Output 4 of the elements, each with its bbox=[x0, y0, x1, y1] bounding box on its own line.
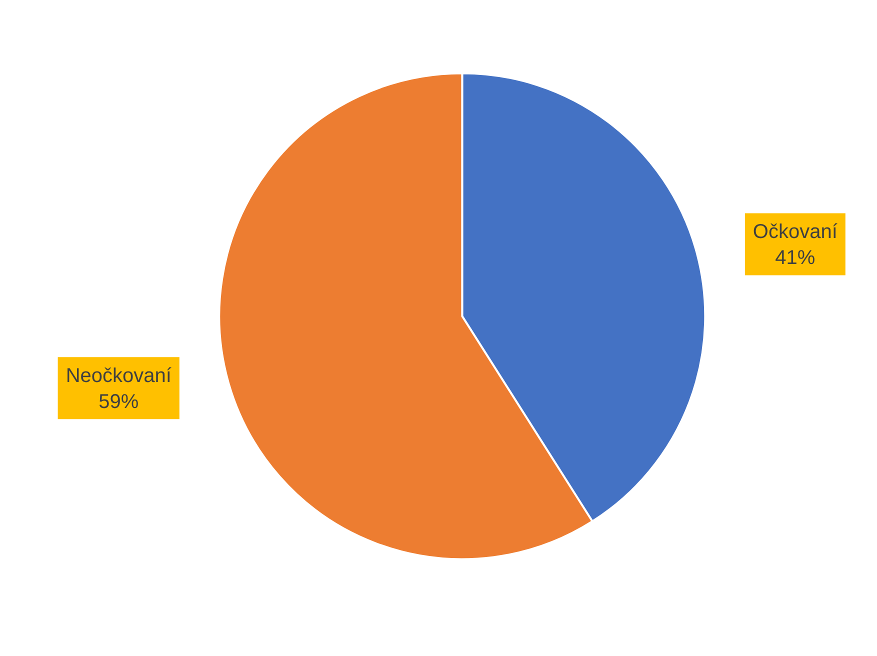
slice-label: Neočkovaní bbox=[66, 365, 172, 388]
data-label: 59% bbox=[98, 391, 139, 414]
slice-label: Očkovaní bbox=[752, 221, 838, 244]
data-label: 41% bbox=[775, 247, 816, 270]
